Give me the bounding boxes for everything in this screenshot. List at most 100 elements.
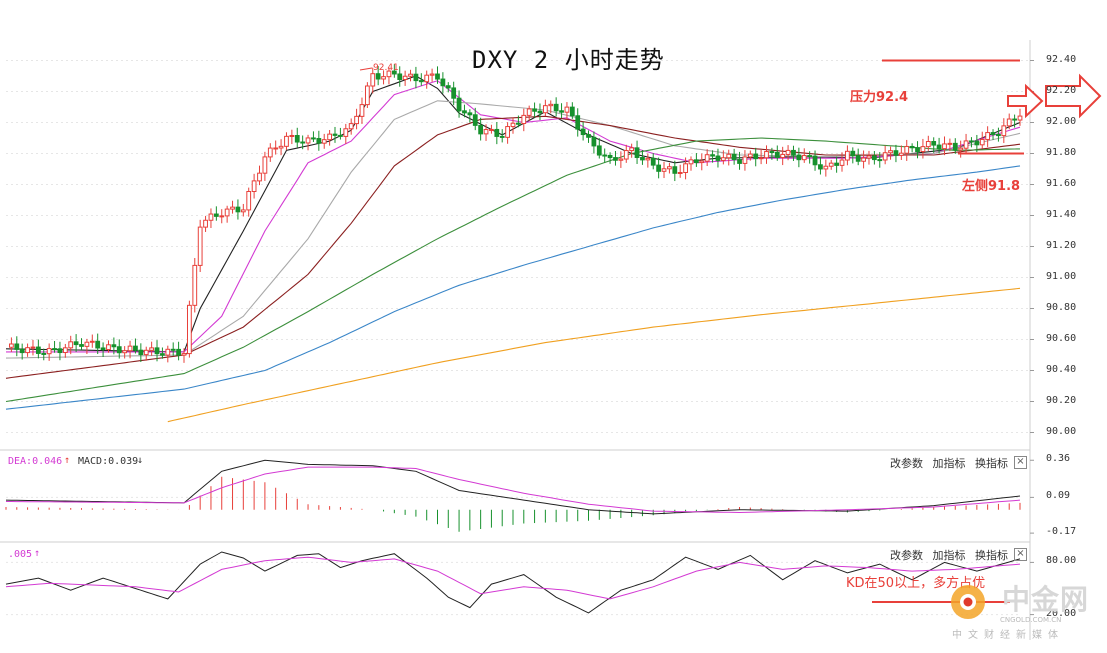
candle-body — [435, 73, 440, 80]
candle-body — [186, 304, 192, 355]
arrows — [1007, 73, 1102, 119]
moving-average-line — [5, 137, 1021, 403]
candle-body — [332, 133, 338, 136]
price-tick-label: 90.40 — [1046, 363, 1077, 375]
grid — [6, 60, 1030, 433]
candle-body — [958, 147, 964, 151]
moving-average-line — [5, 100, 1021, 359]
candle-body — [203, 219, 208, 228]
candle-body — [456, 97, 462, 112]
price-tick-label: 92.20 — [1046, 84, 1077, 96]
macd-close-button[interactable]: × — [1014, 456, 1027, 469]
candle-body — [996, 133, 1001, 137]
candle-body — [143, 349, 149, 356]
candle-body — [823, 165, 829, 170]
candle-body — [850, 150, 856, 157]
candle-body — [273, 147, 279, 150]
candle-body — [888, 150, 893, 154]
candle-body — [812, 155, 818, 166]
candle-body — [30, 346, 36, 349]
candle-body — [613, 157, 618, 161]
candle-body — [230, 206, 235, 210]
candle-body — [240, 209, 246, 213]
candle-body — [364, 85, 370, 106]
candle-body — [769, 151, 775, 154]
candle-body — [542, 105, 548, 114]
candle-body — [521, 114, 527, 124]
candle-body — [548, 103, 554, 107]
kd-close-button[interactable]: × — [1014, 548, 1027, 561]
price-tick-label: 90.60 — [1046, 332, 1077, 344]
kd-panel-plot — [5, 551, 1021, 616]
kd-add-indicator-button[interactable]: 加指标 — [932, 549, 966, 562]
candle-body — [866, 155, 872, 159]
candle-body — [424, 74, 430, 83]
kd-tick-label: 20.00 — [1046, 607, 1077, 619]
candle-body — [489, 128, 494, 131]
price-tick-label: 90.80 — [1046, 301, 1077, 313]
candle-body — [559, 110, 564, 113]
peak-label: 92.41 — [373, 63, 399, 73]
candle-body — [1012, 118, 1017, 121]
price-tick-label: 90.00 — [1046, 425, 1077, 437]
candle-body — [796, 154, 802, 161]
candle-body — [871, 155, 877, 161]
candle-body — [181, 353, 187, 356]
candle-body — [327, 133, 333, 141]
candle-body — [483, 129, 489, 135]
candle-body — [348, 123, 354, 130]
candle-body — [413, 73, 419, 82]
macd-toolbar: 改参数 加指标 换指标 — [884, 455, 1008, 471]
kd-label: .005 — [8, 549, 33, 560]
candle-body — [510, 122, 516, 128]
candle-body — [753, 153, 759, 160]
candle-body — [969, 140, 974, 143]
candle-body — [95, 340, 101, 349]
candle-body — [979, 138, 985, 146]
candle-body — [235, 206, 241, 213]
candle-body — [575, 115, 581, 130]
candle-body — [208, 213, 214, 221]
candle-body — [472, 114, 478, 126]
candle-body — [985, 132, 991, 140]
moving-average-line — [5, 165, 1021, 410]
candle-body — [742, 156, 748, 164]
price-tick-label: 91.20 — [1046, 239, 1077, 251]
macd-add-indicator-button[interactable]: 加指标 — [932, 457, 966, 470]
candle-body — [62, 347, 68, 354]
candle-body — [618, 158, 624, 161]
candle-body — [677, 172, 683, 175]
macd-tick-label: -0.17 — [1046, 526, 1077, 538]
candle-body — [952, 142, 958, 151]
price-tick-label: 91.80 — [1046, 146, 1077, 158]
candle-body — [963, 140, 969, 149]
candle-body — [586, 134, 591, 138]
macd-edit-params-button[interactable]: 改参数 — [890, 457, 923, 470]
candle-body — [564, 106, 570, 113]
candle-body — [246, 191, 252, 211]
candle-body — [747, 153, 753, 158]
candle-body — [391, 70, 397, 75]
candle-body — [338, 134, 343, 137]
candle-body — [278, 145, 284, 149]
candle-body — [1017, 115, 1023, 121]
right-arrow-icon — [1045, 73, 1102, 119]
candle-body — [758, 157, 764, 160]
macd-switch-indicator-button[interactable]: 换指标 — [975, 457, 1008, 470]
candle-body — [262, 156, 268, 174]
candle-body — [9, 343, 14, 348]
candle-body — [877, 159, 883, 162]
candle-body — [882, 152, 888, 161]
right-arrow-icon — [1007, 83, 1044, 119]
candle-body — [715, 155, 721, 161]
candle-body — [855, 155, 861, 162]
candle-body — [467, 112, 473, 116]
candle-body — [780, 153, 786, 158]
candle-body — [591, 136, 597, 147]
candlesticks — [9, 64, 1023, 363]
candle-body — [505, 126, 510, 138]
candle-body — [1006, 118, 1012, 127]
kd-edit-params-button[interactable]: 改参数 — [890, 549, 923, 562]
kd-switch-indicator-button[interactable]: 换指标 — [975, 549, 1008, 562]
